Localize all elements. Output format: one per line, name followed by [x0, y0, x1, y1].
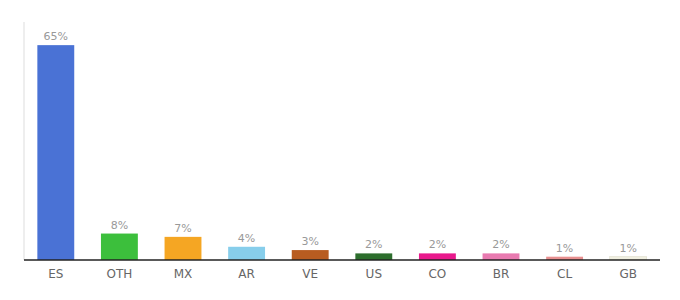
bar — [228, 247, 265, 260]
bar — [355, 253, 392, 260]
data-label: 8% — [111, 219, 128, 232]
data-label: 2% — [429, 238, 446, 251]
x-tick-label: VE — [302, 267, 318, 281]
data-label: 2% — [492, 238, 509, 251]
bar — [101, 234, 138, 260]
x-tick-label: AR — [238, 267, 255, 281]
data-label: 7% — [174, 222, 191, 235]
x-tick-label: GB — [619, 267, 637, 281]
bar — [37, 45, 74, 260]
x-tick-label: US — [366, 267, 382, 281]
chart: ES OTH MX AR VE US CO BR CL GB 65% 8% 7% 4% 3% 2% 2% 2% 1%… — [0, 0, 680, 300]
x-tick-label: CO — [428, 267, 446, 281]
x-tick-label: ES — [48, 267, 63, 281]
bar — [483, 253, 520, 260]
x-tick-label: MX — [174, 267, 193, 281]
x-tick-label: BR — [493, 267, 510, 281]
data-label: 3% — [301, 235, 318, 248]
x-tick-label: OTH — [106, 267, 132, 281]
data-label: 65% — [44, 30, 68, 43]
bars — [37, 45, 646, 260]
bar — [419, 253, 456, 260]
y-axis-line — [24, 22, 25, 260]
x-tick-label: CL — [557, 267, 572, 281]
x-axis-line — [24, 259, 660, 261]
bar — [292, 250, 329, 260]
data-label: 2% — [365, 238, 382, 251]
bar — [165, 237, 202, 260]
data-label: 1% — [619, 242, 636, 255]
data-label: 1% — [556, 242, 573, 255]
data-label: 4% — [238, 232, 255, 245]
chart-container: ES OTH MX AR VE US CO BR CL GB 65% 8% 7% 4% 3% 2% 2% 2% 1%… — [0, 0, 680, 300]
